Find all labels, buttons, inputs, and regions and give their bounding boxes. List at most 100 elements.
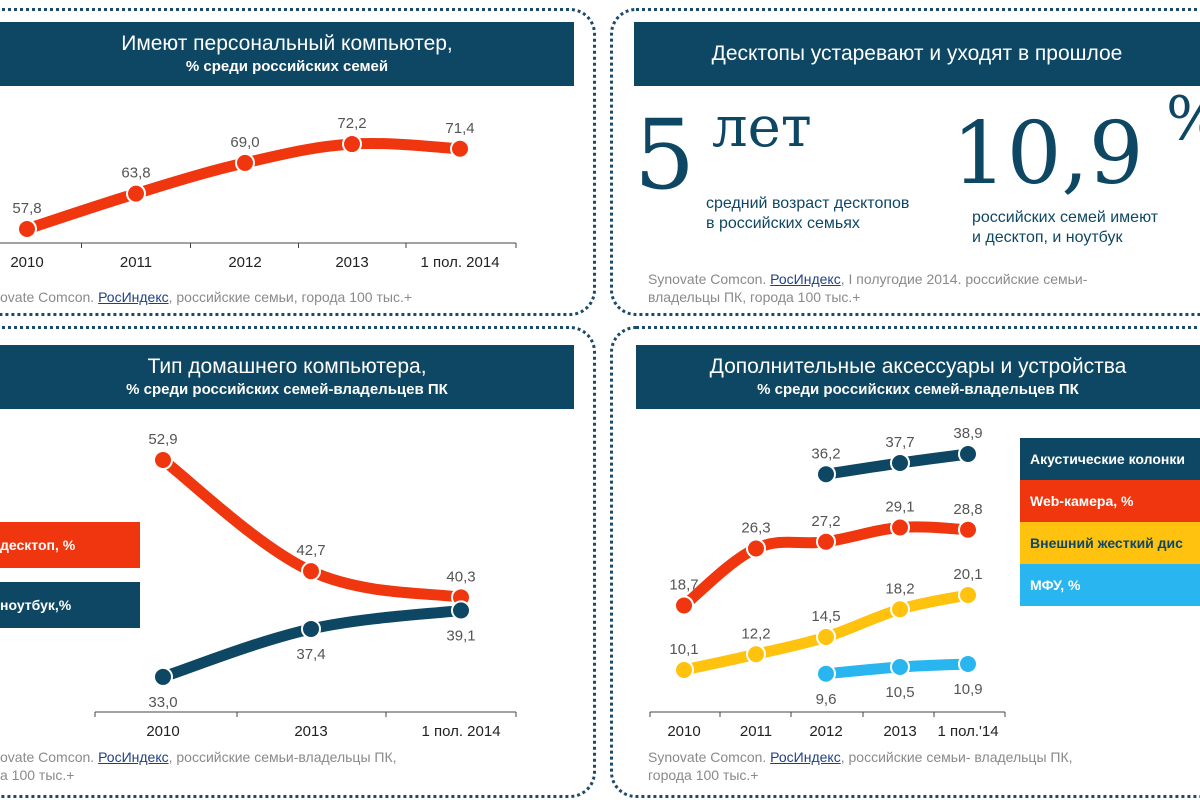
legend-speakers-label: Акустические колонки <box>1030 451 1185 467</box>
stat-2-value: 10,9 <box>952 104 1144 204</box>
legend-hdd: Внешний жесткий дис <box>1020 522 1200 564</box>
panel-3-border <box>0 326 596 798</box>
chart-1-data-point <box>450 138 470 159</box>
panel-1-source-link[interactable]: РосИндекс <box>98 289 169 305</box>
chart-3-data-label: 26,3 <box>741 520 770 537</box>
legend-desktop-label: десктоп, % <box>0 537 76 553</box>
chart-2-data-point <box>301 618 321 639</box>
chart-1-data-label: 57,8 <box>12 200 41 217</box>
chart-1-data-point <box>235 152 255 173</box>
chart-2-data-label: 39,1 <box>446 627 475 644</box>
chart-2-data-point <box>301 561 321 582</box>
chart-3-x-tick-label: 2011 <box>740 723 772 740</box>
legend-webcam-label: Web-камера, % <box>1030 493 1134 509</box>
chart-1-data-label: 71,4 <box>445 120 474 137</box>
chart-3-data-point <box>958 654 978 674</box>
legend-laptop-label: ноутбук,% <box>0 597 72 613</box>
chart-3-data-label: 20,1 <box>953 566 982 583</box>
panel-2-title: Десктопы устаревают и уходят в прошлое <box>711 42 1123 65</box>
chart-1-data-point <box>342 134 362 155</box>
panel-3-source-text-2: , российские семьи-владельцы ПК, <box>168 749 397 765</box>
chart-2-data-label: 40,3 <box>446 568 475 585</box>
panel-3-subtitle: % среди российских семей-владельцев ПК <box>126 381 448 398</box>
chart-1-data-point <box>126 183 146 204</box>
chart-2-data-point <box>451 600 471 621</box>
chart-1-x-tick-label: 2010 <box>10 254 43 271</box>
panel-2-source-text-2: , I полугодие 2014. российские семьи- <box>840 271 1088 287</box>
panel-2-header: Десктопы устаревают и уходят в прошлое <box>634 22 1200 86</box>
chart-3-data-point <box>816 627 836 647</box>
panel-1-header: Имеют персональный компьютер, % среди ро… <box>0 22 574 86</box>
chart-3-data-point <box>890 517 910 538</box>
chart-3-data-point <box>816 663 836 684</box>
stat-2-desc-line-2: и десктоп, и ноутбук <box>972 229 1123 246</box>
panel-4-subtitle: % среди российских семей-владельцев ПК <box>757 381 1079 398</box>
panel-4-source: Synovate Comcon. РосИндекс, российские с… <box>648 748 1073 784</box>
panel-3-source-link[interactable]: РосИндекс <box>98 749 169 765</box>
panel-2-source-text: Synovate Comcon. <box>648 271 771 287</box>
chart-3-data-label: 10,9 <box>953 681 982 698</box>
chart-3-data-label: 10,1 <box>669 641 698 658</box>
chart-3-data-label: 18,2 <box>885 580 914 597</box>
chart-3-data-label: 18,7 <box>669 577 698 594</box>
panel-1-source: ovate Comcon. РосИндекс, российские семь… <box>0 288 412 306</box>
chart-2-x-tick-label: 2010 <box>146 723 179 740</box>
chart-3-x-tick-label: 2013 <box>883 723 916 740</box>
chart-1-data-point <box>17 219 37 239</box>
legend-mfu: МФУ, % <box>1020 564 1200 606</box>
chart-3-data-label: 38,9 <box>953 425 982 442</box>
panel-3-source-line-2: а 100 тыс.+ <box>0 767 75 783</box>
panel-2-source-line-2: владельцы ПК, города 100 тыс.+ <box>648 289 861 305</box>
chart-1-x-tick-label: 1 пол. 2014 <box>420 254 499 271</box>
panel-4-title: Дополнительные аксессуары и устройства <box>709 355 1127 378</box>
legend-mfu-label: МФУ, % <box>1030 577 1081 593</box>
chart-2-data-label: 52,9 <box>148 431 177 448</box>
chart-3-data-point <box>746 644 766 665</box>
panel-4-source-text-2: , российские семьи- владельцы ПК, <box>840 749 1073 765</box>
chart-2-data-point <box>153 450 173 470</box>
panel-4-source-text: Synovate Comcon. <box>648 749 771 765</box>
legend-laptop: ноутбук,% <box>0 582 140 628</box>
chart-2-data-label: 33,0 <box>148 694 177 711</box>
legend-webcam: Web-камера, % <box>1020 480 1200 522</box>
chart-1-data-label: 69,0 <box>230 134 259 151</box>
chart-2-x-tick-label: 1 пол. 2014 <box>421 723 500 740</box>
chart-3-data-point <box>674 660 694 680</box>
chart-2-x-tick-label: 2013 <box>294 723 327 740</box>
stat-1-desc-line-1: средний возраст десктопов <box>706 195 910 212</box>
panel-4-header: Дополнительные аксессуары и устройства %… <box>636 345 1200 409</box>
chart-1-x-tick-label: 2013 <box>335 254 368 271</box>
chart-2-data-label: 42,7 <box>296 542 325 559</box>
stat-2-desc-line-1: российских семей имеют <box>972 209 1159 226</box>
panel-1-source-text-2: , российские семьи, города 100 тыс.+ <box>168 289 413 305</box>
panel-3-header: Тип домашнего компьютера, % среди россий… <box>0 345 574 409</box>
panel-2-source: Synovate Comcon. РосИндекс, I полугодие … <box>648 270 1087 306</box>
chart-3-data-point <box>890 599 910 620</box>
chart-3-x-tick-label: 1 пол.'14 <box>937 723 998 740</box>
chart-2-data-label: 37,4 <box>296 646 325 663</box>
stat-2-unit: % <box>1166 84 1200 154</box>
panel-3-source: ovate Comcon. РосИндекс, российские семь… <box>0 748 397 784</box>
legend-speakers: Акустические колонки <box>1020 438 1200 480</box>
chart-3-data-label: 37,7 <box>885 434 914 451</box>
legend-desktop: десктоп, % <box>0 522 140 568</box>
chart-3-data-label: 12,2 <box>741 625 770 642</box>
chart-3-data-point <box>746 538 766 559</box>
chart-3-data-point <box>890 453 910 473</box>
chart-1-data-label: 63,8 <box>121 165 150 182</box>
chart-3-data-point <box>816 531 836 552</box>
chart-3-data-point <box>816 464 836 485</box>
chart-3-data-point <box>958 519 978 540</box>
chart-3-data-point <box>958 444 978 464</box>
panel-1-source-text: ovate Comcon. <box>0 289 99 305</box>
panel-4-border <box>610 326 1200 798</box>
legend-hdd-label: Внешний жесткий дис <box>1030 535 1183 551</box>
panel-4-source-link[interactable]: РосИндекс <box>770 749 841 765</box>
chart-2-data-point <box>153 666 173 687</box>
chart-3-data-label: 36,2 <box>811 445 840 462</box>
panel-1-border <box>0 8 596 316</box>
chart-3-data-point <box>890 657 910 677</box>
panel-2-source-link[interactable]: РосИндекс <box>770 271 841 287</box>
stat-1-unit: лет <box>712 95 812 160</box>
